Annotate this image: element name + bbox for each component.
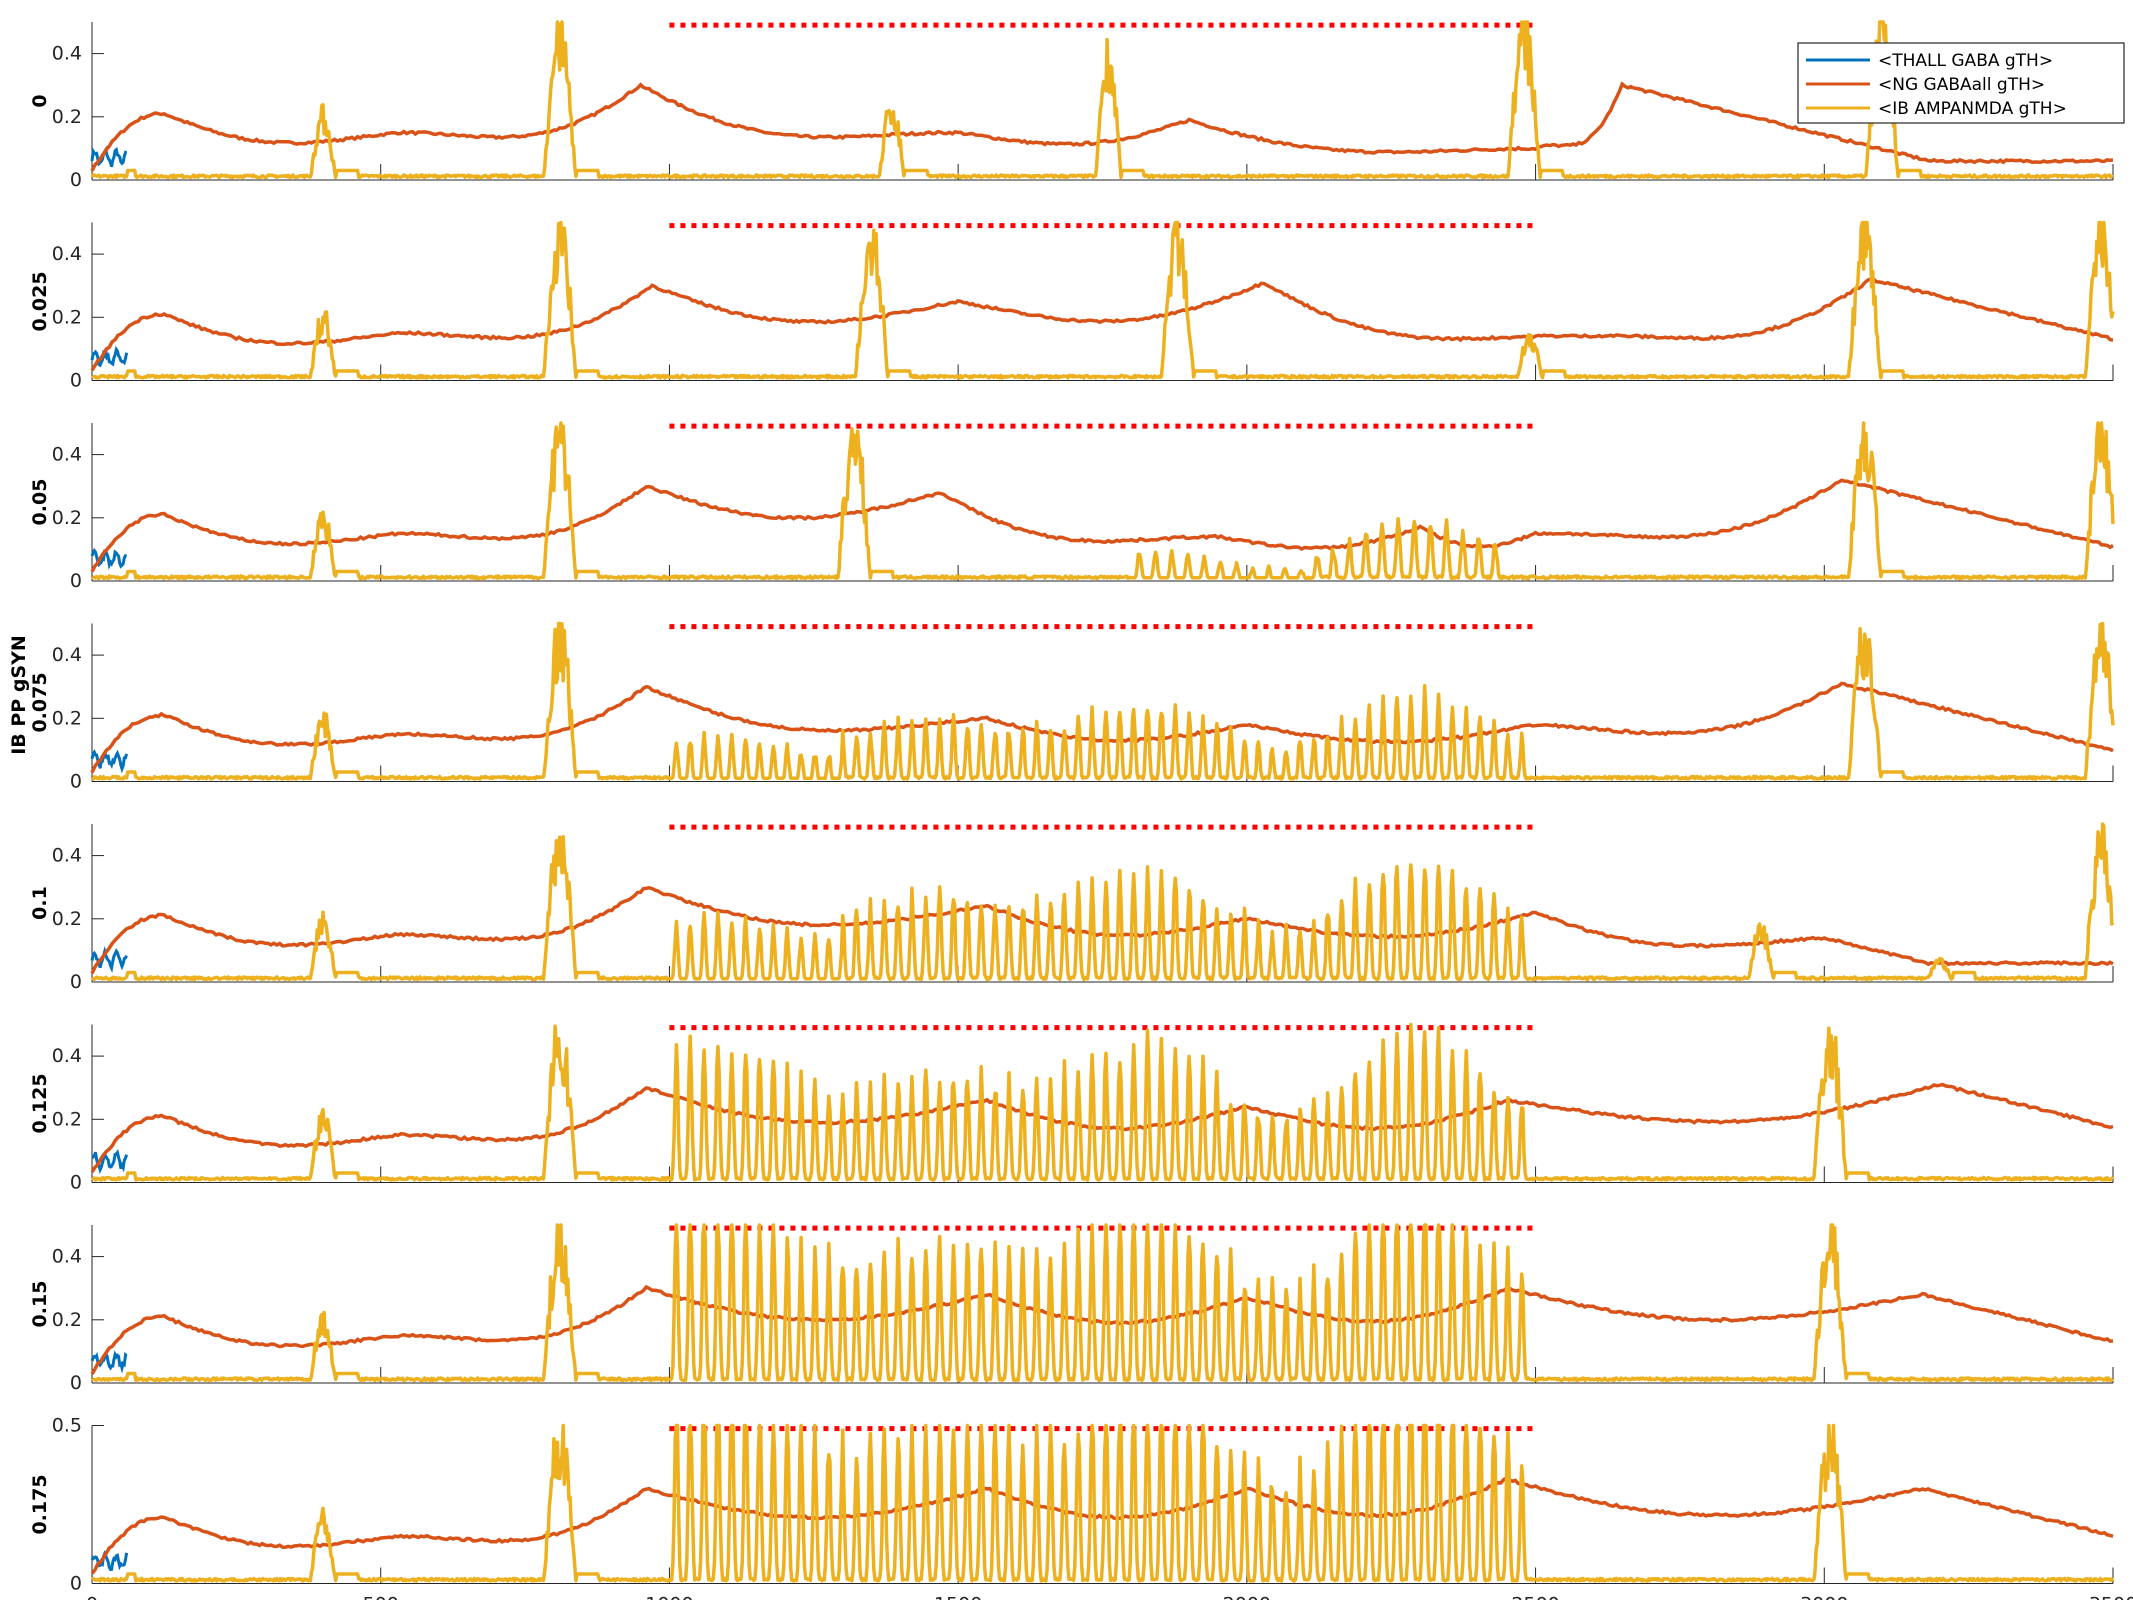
y-tick-label: 0.2	[52, 106, 82, 128]
panel-label: 0.125	[29, 1073, 51, 1133]
series-ib	[91, 421, 2115, 581]
y-tick-label: 0	[70, 971, 82, 993]
y-tick-label: 0.5	[52, 1415, 82, 1437]
y-tick-label: 0.2	[52, 306, 82, 328]
panel-3: 0 0.2 0.40.075	[29, 621, 2115, 793]
panel-label: 0	[29, 94, 51, 107]
legend-label-thall: <THALL GABA gTH>	[1878, 51, 2053, 71]
panel-label: 0.175	[29, 1474, 51, 1534]
global-y-axis-label: IB PP gSYN	[8, 635, 30, 755]
legend-label-ib: <IB AMPANMDA gTH>	[1878, 99, 2067, 119]
series-ib	[90, 220, 2115, 380]
series-thall	[90, 945, 128, 973]
series-ib	[90, 20, 2114, 180]
series-thall	[90, 1550, 129, 1571]
y-tick-label: 0.4	[52, 43, 82, 65]
y-tick-label: 0	[70, 570, 82, 592]
legend-label-ng: <NG GABAall gTH>	[1878, 75, 2045, 95]
panel-label: 0.075	[29, 672, 51, 732]
y-tick-label: 0	[70, 771, 82, 793]
x-tick-label: 1000	[645, 1594, 693, 1600]
y-tick-label: 0.2	[52, 1108, 82, 1130]
y-tick-label: 0.4	[52, 444, 82, 466]
panel-5: 0 0.2 0.40.125	[29, 1022, 2114, 1194]
x-tick-label: 3000	[1800, 1594, 1848, 1600]
y-tick-label: 0	[70, 1372, 82, 1394]
panel-label: 0.15	[29, 1281, 51, 1328]
series-ib	[90, 621, 2115, 781]
panel-6: 0 0.2 0.40.15	[29, 1223, 2115, 1394]
series-ib	[90, 822, 2115, 982]
x-tick-label: 0	[86, 1594, 98, 1600]
series-ib	[91, 1022, 2114, 1182]
y-tick-label: 0	[70, 1172, 82, 1194]
y-tick-label: 0	[70, 169, 82, 191]
panel-1: 0 0.2 0.40.025	[29, 220, 2115, 392]
legend: <THALL GABA gTH> <NG GABAall gTH> <IB AM…	[1797, 42, 2125, 124]
panel-7: 0 0.5 0.175	[29, 1415, 2115, 1595]
y-tick-label: 0.4	[52, 1246, 82, 1268]
x-tick-label: 3500	[2089, 1594, 2133, 1600]
x-tick-label: 500	[363, 1594, 399, 1600]
series-thall	[90, 145, 128, 168]
series-ib	[90, 1423, 2115, 1583]
series-ng	[90, 81, 2114, 172]
series-thall	[90, 345, 129, 368]
panel-label: 0.025	[29, 271, 51, 331]
y-tick-label: 0	[70, 370, 82, 392]
series-ng	[90, 277, 2114, 372]
series-ng	[90, 478, 2114, 573]
x-tick-label: 2000	[1223, 1594, 1271, 1600]
y-tick-label: 0.4	[52, 845, 82, 867]
series-thall	[90, 749, 129, 774]
panel-2: 0 0.2 0.40.05	[29, 421, 2115, 592]
panel-label: 0.05	[29, 479, 51, 526]
panel-4: 0 0.2 0.40.1	[29, 822, 2115, 993]
y-tick-label: 0.4	[52, 1045, 82, 1067]
y-tick-label: 0.2	[52, 908, 82, 930]
y-tick-label: 0.2	[52, 707, 82, 729]
y-tick-label: 0.2	[52, 1309, 82, 1331]
series-ib	[91, 1223, 2115, 1383]
panel-0: 00.20.40	[29, 20, 2114, 191]
y-tick-label: 0.4	[52, 243, 82, 265]
y-tick-label: 0.4	[52, 644, 82, 666]
y-tick-label: 0	[70, 1573, 82, 1595]
y-tick-label: 0.2	[52, 507, 82, 529]
panel-label: 0.1	[29, 886, 51, 920]
panels-group: 00.20.4000.20.40.02500.20.40.0500.20.40.…	[29, 20, 2115, 1595]
